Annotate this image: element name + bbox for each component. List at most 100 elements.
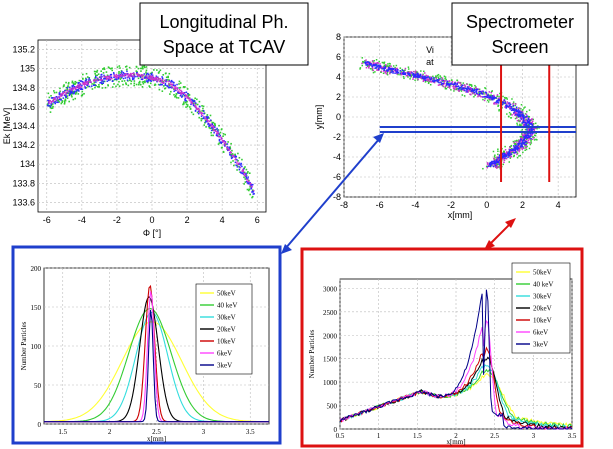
scatter-point [125,73,128,75]
scatter-point [244,166,246,168]
scatter-point [149,75,152,77]
scatter-point [529,137,531,140]
scatter-point [488,162,491,165]
scatter-point [451,82,453,84]
scatter-point [245,177,248,179]
scatter-point [139,74,141,77]
scatter-point [56,98,59,100]
scatter-point [204,119,207,122]
scatter-point [108,67,111,69]
scatter-point [459,89,461,91]
scatter-point [228,152,231,154]
scatter-point [145,69,148,72]
scatter-point [430,78,432,81]
scatter-point [387,69,389,71]
scatter-point [80,88,82,91]
scatter-point [524,128,527,131]
scatter-point [450,88,452,91]
scatter-point [70,94,73,97]
scatter-point [237,163,239,165]
scatter-point [530,137,532,140]
scatter-point [107,78,110,80]
scatter-point [224,141,226,143]
scatter-point [514,114,516,117]
scatter-point [521,145,523,147]
scatter-point [474,94,476,97]
scatter-point [444,87,447,90]
scatter-point [424,77,427,80]
scatter-point [53,98,55,100]
x-tick-label: -2 [113,215,121,225]
scatter-point [184,94,186,97]
scatter-point [439,78,441,80]
scatter-point [406,72,408,74]
scatter-point [217,135,219,138]
scatter-point [527,123,530,126]
scatter-point [56,101,58,104]
scatter-point [508,154,511,156]
blue-arrow-head-bottom [281,244,292,254]
scatter-point [507,154,509,156]
scatter-point [514,110,516,112]
scatter-point [250,183,252,185]
scatter-point [519,120,522,122]
scatter-point [499,92,501,95]
scatter-point [408,71,411,73]
y-axis-label: y[mm] [314,105,324,130]
scatter-point [97,79,100,82]
scatter-point [362,61,364,63]
scatter-point [527,118,530,120]
scatter-point [370,63,372,65]
scatter-point [187,94,190,97]
scatter-point [493,94,495,97]
scatter-point [167,75,169,78]
scatter-point [433,77,435,80]
scatter-point [87,82,90,84]
scatter-point [106,78,108,80]
scatter-point [521,141,524,144]
scatter-point [407,72,409,74]
scatter-point [213,123,216,125]
scatter-point [504,149,507,151]
scatter-point [525,148,528,151]
scatter-point [534,134,537,137]
scatter-point [456,87,458,90]
scatter-point [479,90,482,93]
y-tick-label: 500 [327,403,338,411]
scatter-point [244,173,246,175]
scatter-point [178,91,180,93]
scatter-point [365,64,367,66]
scatter-point [529,128,531,130]
scatter-point [477,95,479,98]
scatter-point [447,83,449,86]
scatter-point [524,124,526,126]
scatter-point [378,66,380,68]
scatter-point [94,74,97,77]
scatter-point [242,169,244,172]
x-tick-label: 2 [520,200,525,210]
scatter-point [491,163,493,166]
scatter-point [62,97,65,99]
scatter-point [148,77,150,80]
scatter-point [244,181,247,183]
scatter-point [86,76,89,78]
scatter-point [231,155,233,157]
scatter-point [412,70,415,73]
scatter-point [80,86,82,88]
scatter-point [438,79,441,81]
scatter-point [162,85,165,87]
scatter-point [177,92,180,94]
scatter-point [522,151,524,154]
scatter-point [149,78,151,80]
scatter-point [100,79,102,81]
scatter-point [180,92,182,95]
scatter-point [509,102,511,104]
scatter-point [125,83,128,86]
scatter-point [101,83,104,86]
scatter-point [519,141,521,144]
scatter-point [515,109,518,111]
scatter-point [484,97,486,100]
scatter-point [127,84,130,87]
scatter-point [490,163,493,165]
scatter-point [454,88,456,91]
